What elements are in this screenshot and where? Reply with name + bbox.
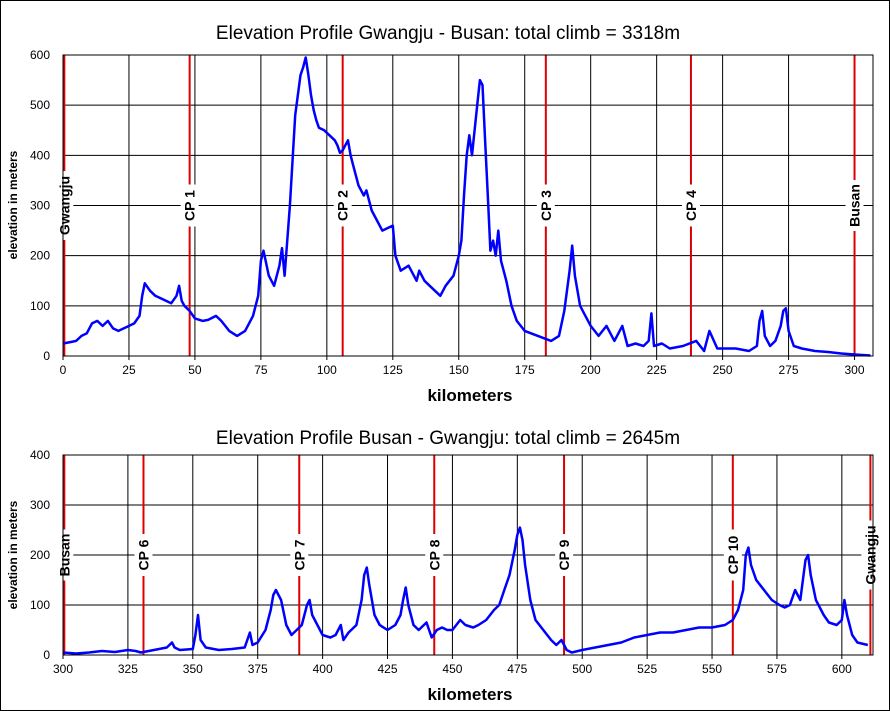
checkpoint-markers: Gwangju CP 1 CP 2 CP 3 CP 4 Busan <box>55 55 864 356</box>
x-tick-label: 525 <box>637 662 657 676</box>
x-tick-label: 475 <box>507 662 527 676</box>
checkpoint-label: Busan <box>847 184 863 227</box>
plot-area <box>62 454 874 656</box>
x-tick-label: 100 <box>317 363 337 377</box>
y-tick-label: 400 <box>30 148 50 162</box>
axis-ticks: 0 100 200 300 400 300 325 350 375 400 425 450 475 500… <box>30 448 852 676</box>
x-tick-label: 600 <box>832 662 852 676</box>
y-tick-label: 400 <box>30 448 50 462</box>
checkpoint-label: CP 6 <box>135 539 151 570</box>
checkpoint-label: Gwangju <box>56 176 72 235</box>
y-tick-label: 500 <box>30 98 50 112</box>
checkpoint-label-bg <box>55 529 74 581</box>
x-tick-label: 425 <box>378 662 398 676</box>
x-tick-label: 150 <box>449 363 469 377</box>
checkpoint-label-bg <box>55 171 74 240</box>
x-tick-label: 25 <box>122 363 136 377</box>
x-tick-label: 250 <box>713 363 733 377</box>
checkpoint-label: Busan <box>56 534 72 577</box>
x-axis-label: kilometers <box>427 685 512 704</box>
checkpoint-label-bg <box>180 184 199 227</box>
y-axis-label: elevation in meters <box>6 150 20 259</box>
x-tick-label: 275 <box>779 363 799 377</box>
x-tick-label: 125 <box>383 363 403 377</box>
checkpoint-markers: Busan CP 6 CP 7 CP 8 CP 9 CP 10 Gwangju <box>55 455 880 655</box>
x-tick-label: 375 <box>248 662 268 676</box>
x-tick-label: 325 <box>118 662 138 676</box>
checkpoint-label-bg <box>723 529 742 581</box>
checkpoint-label: CP 8 <box>426 539 442 570</box>
y-axis-label: elevation in meters <box>6 500 20 609</box>
chart-gwangju-busan: Elevation Profile Gwangju - Busan: total… <box>6 23 874 405</box>
x-tick-label: 300 <box>845 363 865 377</box>
y-tick-label: 100 <box>30 299 50 313</box>
y-tick-label: 100 <box>30 598 50 612</box>
x-tick-label: 175 <box>515 363 535 377</box>
x-tick-label: 225 <box>647 363 667 377</box>
x-tick-label: 350 <box>183 662 203 676</box>
checkpoint-label-bg <box>861 520 880 590</box>
chart-busan-gwangju: Elevation Profile Busan - Gwangju: total… <box>6 428 880 704</box>
checkpoint-label: CP 9 <box>556 539 572 570</box>
checkpoint-label-bg <box>425 534 444 576</box>
checkpoint-label-bg <box>845 180 864 231</box>
x-tick-label: 500 <box>572 662 592 676</box>
checkpoint-label-bg <box>555 534 574 576</box>
x-axis-label: kilometers <box>427 386 512 405</box>
checkpoint-label: Gwangju <box>862 525 878 584</box>
checkpoint-label: CP 3 <box>538 190 554 221</box>
elevation-line <box>62 56 871 357</box>
checkpoint-label: CP 7 <box>291 539 307 570</box>
x-tick-label: 300 <box>53 662 73 676</box>
x-tick-label: 400 <box>313 662 333 676</box>
y-tick-label: 200 <box>30 548 50 562</box>
chart-title: Elevation Profile Busan - Gwangju: total… <box>216 428 680 449</box>
y-tick-label: 600 <box>30 48 50 62</box>
checkpoint-label: CP 1 <box>182 190 198 221</box>
x-tick-label: 50 <box>188 363 202 377</box>
x-tick-label: 75 <box>254 363 268 377</box>
plot-area <box>62 54 874 357</box>
y-tick-label: 300 <box>30 498 50 512</box>
elevation-line <box>62 526 869 655</box>
checkpoint-label-bg <box>536 184 555 227</box>
y-tick-label: 0 <box>43 349 50 363</box>
chart-title: Elevation Profile Gwangju - Busan: total… <box>216 23 680 44</box>
x-tick-label: 450 <box>442 662 462 676</box>
checkpoint-label: CP 4 <box>683 190 699 221</box>
x-tick-label: 0 <box>60 363 67 377</box>
checkpoint-label-bg <box>290 534 309 576</box>
axis-ticks: 0 100 200 300 400 500 600 0 25 50 75 100 125 150 175 20… <box>30 48 865 377</box>
checkpoint-label-bg <box>681 184 700 227</box>
y-tick-label: 0 <box>43 648 50 662</box>
y-tick-label: 300 <box>30 199 50 213</box>
x-tick-label: 200 <box>581 363 601 377</box>
checkpoint-label-bg <box>134 534 153 576</box>
y-tick-label: 200 <box>30 249 50 263</box>
checkpoint-label: CP 2 <box>335 190 351 221</box>
checkpoint-label: CP 10 <box>725 535 741 574</box>
x-tick-label: 575 <box>767 662 787 676</box>
checkpoint-label-bg <box>333 184 352 227</box>
x-tick-label: 550 <box>702 662 722 676</box>
